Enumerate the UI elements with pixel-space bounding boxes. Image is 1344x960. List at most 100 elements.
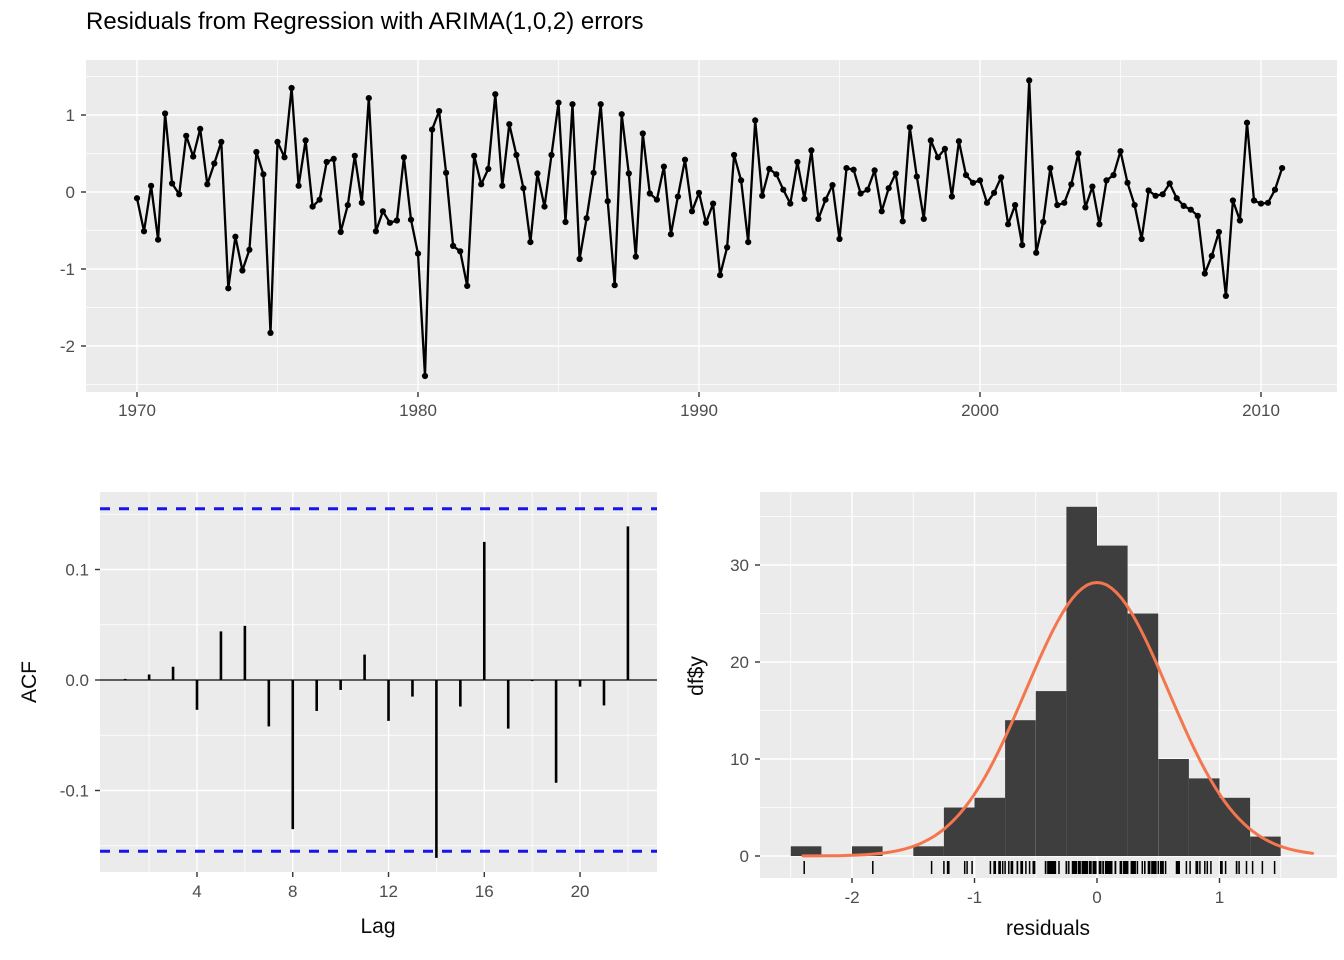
data-point [1012, 202, 1019, 209]
data-point [443, 169, 450, 176]
data-point [162, 110, 169, 117]
data-point [815, 215, 822, 222]
data-point [302, 137, 309, 144]
data-point [899, 218, 906, 225]
plot-panel [100, 492, 657, 872]
y-tick-label: 0.0 [65, 671, 89, 690]
data-point [450, 242, 457, 249]
data-point [246, 246, 253, 253]
data-point [850, 166, 857, 173]
series-points [133, 77, 1286, 380]
histogram-bar [790, 846, 822, 856]
histogram-y-axis-title: df$y [685, 656, 708, 696]
data-point [429, 126, 436, 133]
histogram-bar [1158, 759, 1189, 856]
data-point [148, 182, 155, 189]
y-tick-label: 10 [730, 750, 749, 769]
data-point [1194, 212, 1201, 219]
data-point [955, 138, 963, 145]
x-tick-label: 16 [475, 882, 494, 901]
data-point [499, 182, 506, 189]
data-point [295, 182, 302, 189]
data-point [527, 239, 534, 246]
data-point [506, 121, 513, 128]
data-point [976, 177, 984, 184]
data-point [660, 163, 668, 170]
data-point [892, 170, 899, 177]
data-point [906, 124, 913, 131]
acf-bars [123, 526, 630, 858]
data-point [1180, 202, 1187, 209]
data-point [1124, 179, 1131, 186]
data-point [1061, 199, 1068, 206]
x-tick-label: 0 [1092, 888, 1101, 907]
data-point [653, 196, 661, 203]
data-point [1229, 197, 1236, 204]
x-tick-label: 2010 [1242, 401, 1280, 420]
data-point [1047, 165, 1054, 172]
data-point [541, 203, 548, 210]
data-point [773, 171, 780, 178]
data-point [702, 219, 710, 226]
x-tick-label: 20 [571, 882, 590, 901]
data-point [239, 267, 246, 274]
y-tick-label: 0 [66, 183, 75, 202]
data-point [569, 101, 576, 108]
data-point [738, 177, 745, 184]
data-point [801, 195, 808, 202]
data-point [344, 202, 351, 209]
data-point [464, 282, 471, 289]
data-point [1054, 202, 1061, 209]
data-point [457, 248, 464, 255]
data-point [1096, 221, 1103, 228]
data-point [878, 208, 885, 215]
acf-chart: 4 8 12 16 20 0.1 0.0 -0.1 [60, 492, 657, 901]
data-point [330, 155, 337, 162]
data-point [1068, 181, 1075, 188]
x-tick-label: 2000 [961, 401, 999, 420]
x-tick-label: -2 [844, 888, 859, 907]
data-point [836, 235, 843, 243]
data-point [927, 137, 934, 144]
data-point [752, 117, 759, 124]
data-point [421, 372, 429, 380]
rug-marks [803, 861, 1276, 874]
data-point [766, 165, 773, 172]
histogram-x-axis-title: residuals [1005, 917, 1091, 940]
data-point [857, 190, 864, 197]
data-point [1271, 186, 1279, 193]
data-point [871, 167, 878, 174]
data-point [1110, 172, 1117, 179]
data-point [1103, 177, 1110, 184]
x-tick-label: 8 [288, 882, 297, 901]
data-point [787, 200, 794, 207]
data-point [1117, 148, 1124, 155]
data-point [941, 145, 949, 152]
histogram-bar [1005, 720, 1036, 856]
data-point [407, 216, 415, 223]
data-point [1250, 197, 1258, 204]
data-point [358, 199, 365, 206]
data-point [843, 165, 850, 172]
data-point [393, 217, 400, 224]
data-point [1173, 195, 1180, 202]
x-tick-label: 1990 [680, 401, 718, 420]
data-point [176, 191, 183, 198]
data-point [583, 215, 590, 222]
data-point [885, 185, 892, 192]
data-point [745, 239, 752, 246]
y-tick-label: 0 [740, 847, 749, 866]
data-point [309, 203, 316, 210]
data-point [969, 179, 977, 186]
data-point [140, 228, 148, 235]
data-point [822, 196, 829, 203]
data-point [225, 285, 232, 292]
data-point [513, 151, 520, 159]
y-tick-label: 20 [730, 653, 749, 672]
data-point [618, 111, 625, 118]
data-point [1026, 77, 1033, 84]
data-point [1264, 199, 1272, 206]
data-point [688, 208, 696, 215]
data-point [611, 282, 618, 289]
